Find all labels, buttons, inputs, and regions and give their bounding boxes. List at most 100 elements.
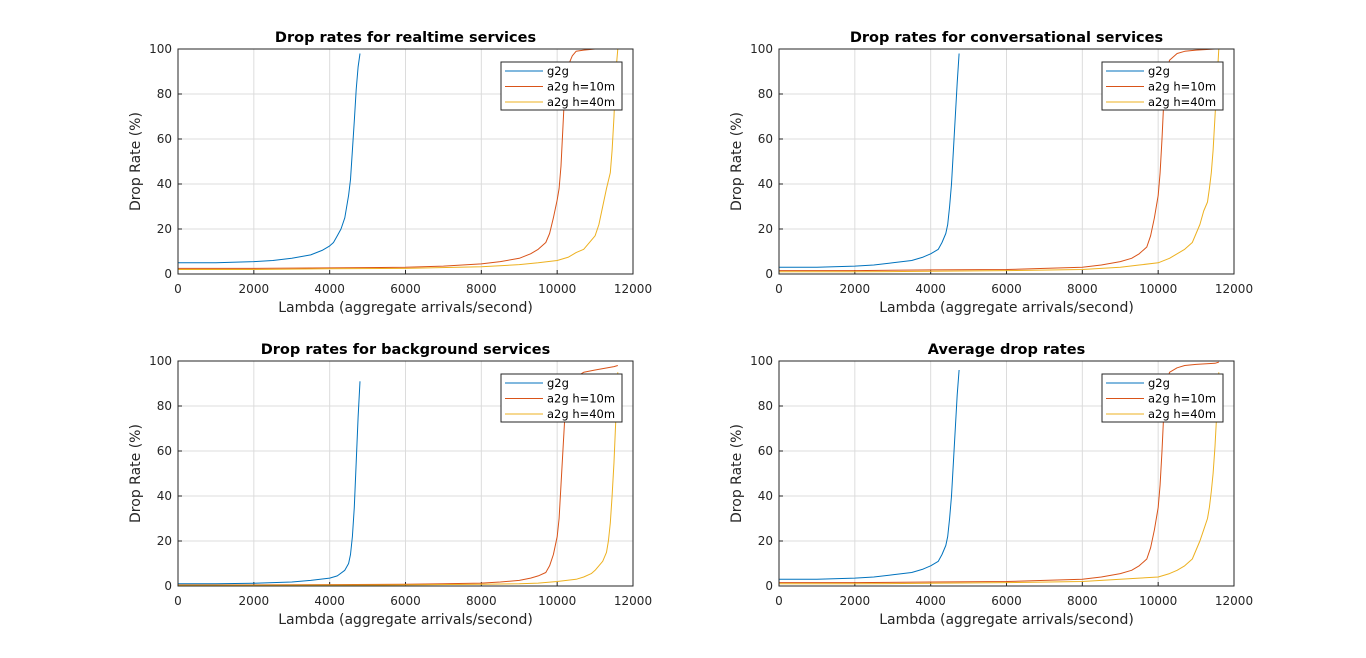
x-tick-label: 12000 bbox=[614, 594, 652, 608]
x-tick-label: 6000 bbox=[991, 594, 1022, 608]
y-tick-label: 40 bbox=[758, 489, 773, 503]
subplot-4: 0 2000 4000 6000 8000 10000 12000 0 20 40 60 80 100 A… bbox=[729, 342, 1253, 628]
y-tick-label: 100 bbox=[149, 354, 172, 368]
x-tick-label: 4000 bbox=[314, 594, 345, 608]
x-tick-label: 6000 bbox=[991, 282, 1022, 296]
x-tick-label: 4000 bbox=[915, 594, 946, 608]
series-line-g2g bbox=[779, 369, 960, 580]
x-tick-label: 10000 bbox=[1139, 282, 1177, 296]
x-tick-label: 10000 bbox=[538, 594, 576, 608]
y-tick-label: 60 bbox=[157, 132, 172, 146]
x-axis-label: Lambda (aggregate arrivals/second) bbox=[278, 612, 533, 628]
x-tick-label: 12000 bbox=[614, 282, 652, 296]
x-tick-label: 4000 bbox=[915, 282, 946, 296]
legend-entry: g2g bbox=[1148, 376, 1170, 390]
x-tick-label: 8000 bbox=[1067, 282, 1098, 296]
chart-title: Average drop rates bbox=[928, 342, 1085, 358]
y-tick-label: 20 bbox=[758, 222, 773, 236]
legend-entry: a2g h=10m bbox=[547, 392, 615, 406]
x-tick-label: 4000 bbox=[314, 282, 345, 296]
series-line-a2g-h-40m bbox=[779, 48, 1220, 273]
axes-box bbox=[177, 48, 634, 275]
x-tick-label: 8000 bbox=[1067, 594, 1098, 608]
x-tick-label: 8000 bbox=[466, 282, 497, 296]
y-axis-label: Drop Rate (%) bbox=[128, 424, 144, 523]
axes-box bbox=[177, 360, 634, 587]
legend-entry: a2g h=10m bbox=[1148, 80, 1216, 94]
y-tick-label: 100 bbox=[750, 354, 773, 368]
series-line-a2g-h-10m bbox=[178, 48, 618, 269]
y-tick-label: 80 bbox=[758, 399, 773, 413]
x-tick-label: 0 bbox=[174, 594, 182, 608]
y-tick-label: 40 bbox=[157, 489, 172, 503]
legend-entry: a2g h=10m bbox=[1148, 392, 1216, 406]
y-tick-label: 80 bbox=[157, 87, 172, 101]
series-line-a2g-h-40m bbox=[779, 372, 1220, 585]
y-axis-label: Drop Rate (%) bbox=[729, 424, 745, 523]
axes-box bbox=[778, 360, 1235, 587]
x-tick-label: 2000 bbox=[239, 594, 270, 608]
series-line-a2g-h-10m bbox=[779, 361, 1219, 584]
x-tick-label: 10000 bbox=[538, 282, 576, 296]
x-axis-label: Lambda (aggregate arrivals/second) bbox=[278, 300, 533, 316]
legend-entry: a2g h=40m bbox=[1148, 407, 1216, 421]
legend-entry: a2g h=40m bbox=[547, 407, 615, 421]
axes-box bbox=[778, 48, 1235, 275]
chart-title: Drop rates for realtime services bbox=[275, 30, 536, 46]
y-tick-label: 0 bbox=[164, 579, 172, 593]
series-line-a2g-h-40m bbox=[178, 48, 619, 270]
series-line-a2g-h-40m bbox=[178, 372, 619, 586]
x-tick-label: 0 bbox=[775, 282, 783, 296]
legend-entry: g2g bbox=[547, 64, 569, 78]
y-tick-label: 20 bbox=[758, 534, 773, 548]
chart-title: Drop rates for conversational services bbox=[850, 30, 1163, 46]
subplot-1: 0 2000 4000 6000 8000 10000 12000 0 20 40 60 80 100 D… bbox=[128, 30, 652, 316]
y-tick-label: 0 bbox=[164, 267, 172, 281]
series-line-a2g-h-10m bbox=[779, 48, 1219, 272]
y-tick-label: 100 bbox=[750, 42, 773, 56]
series-line-g2g bbox=[178, 53, 361, 264]
legend-entry: a2g h=10m bbox=[547, 80, 615, 94]
legend-entry: a2g h=40m bbox=[547, 95, 615, 109]
y-tick-label: 100 bbox=[149, 42, 172, 56]
x-tick-label: 2000 bbox=[840, 282, 871, 296]
y-tick-label: 60 bbox=[157, 444, 172, 458]
x-tick-label: 12000 bbox=[1215, 282, 1253, 296]
x-axis-label: Lambda (aggregate arrivals/second) bbox=[879, 612, 1134, 628]
y-tick-label: 20 bbox=[157, 222, 172, 236]
y-axis-label: Drop Rate (%) bbox=[729, 112, 745, 211]
y-tick-label: 40 bbox=[157, 177, 172, 191]
x-tick-label: 6000 bbox=[390, 282, 421, 296]
series-line-g2g bbox=[779, 53, 960, 268]
y-tick-label: 20 bbox=[157, 534, 172, 548]
legend-entry: g2g bbox=[1148, 64, 1170, 78]
subplot-2: 0 2000 4000 6000 8000 10000 12000 0 20 40 60 80 100 D… bbox=[729, 30, 1253, 316]
x-tick-label: 6000 bbox=[390, 594, 421, 608]
legend-entry: g2g bbox=[547, 376, 569, 390]
series-line-g2g bbox=[178, 381, 361, 585]
y-tick-label: 80 bbox=[157, 399, 172, 413]
y-axis-label: Drop Rate (%) bbox=[128, 112, 144, 211]
subplot-3: 0 2000 4000 6000 8000 10000 12000 0 20 40 60 80 100 D… bbox=[128, 342, 652, 628]
x-axis-label: Lambda (aggregate arrivals/second) bbox=[879, 300, 1134, 316]
x-tick-label: 0 bbox=[174, 282, 182, 296]
y-tick-label: 40 bbox=[758, 177, 773, 191]
y-tick-label: 0 bbox=[765, 579, 773, 593]
y-tick-label: 80 bbox=[758, 87, 773, 101]
x-tick-label: 10000 bbox=[1139, 594, 1177, 608]
legend-entry: a2g h=40m bbox=[1148, 95, 1216, 109]
chart-title: Drop rates for background services bbox=[261, 342, 551, 358]
y-tick-label: 60 bbox=[758, 444, 773, 458]
x-tick-label: 2000 bbox=[840, 594, 871, 608]
y-tick-label: 0 bbox=[765, 267, 773, 281]
y-tick-label: 60 bbox=[758, 132, 773, 146]
x-tick-label: 2000 bbox=[239, 282, 270, 296]
x-tick-label: 12000 bbox=[1215, 594, 1253, 608]
x-tick-label: 8000 bbox=[466, 594, 497, 608]
x-tick-label: 0 bbox=[775, 594, 783, 608]
